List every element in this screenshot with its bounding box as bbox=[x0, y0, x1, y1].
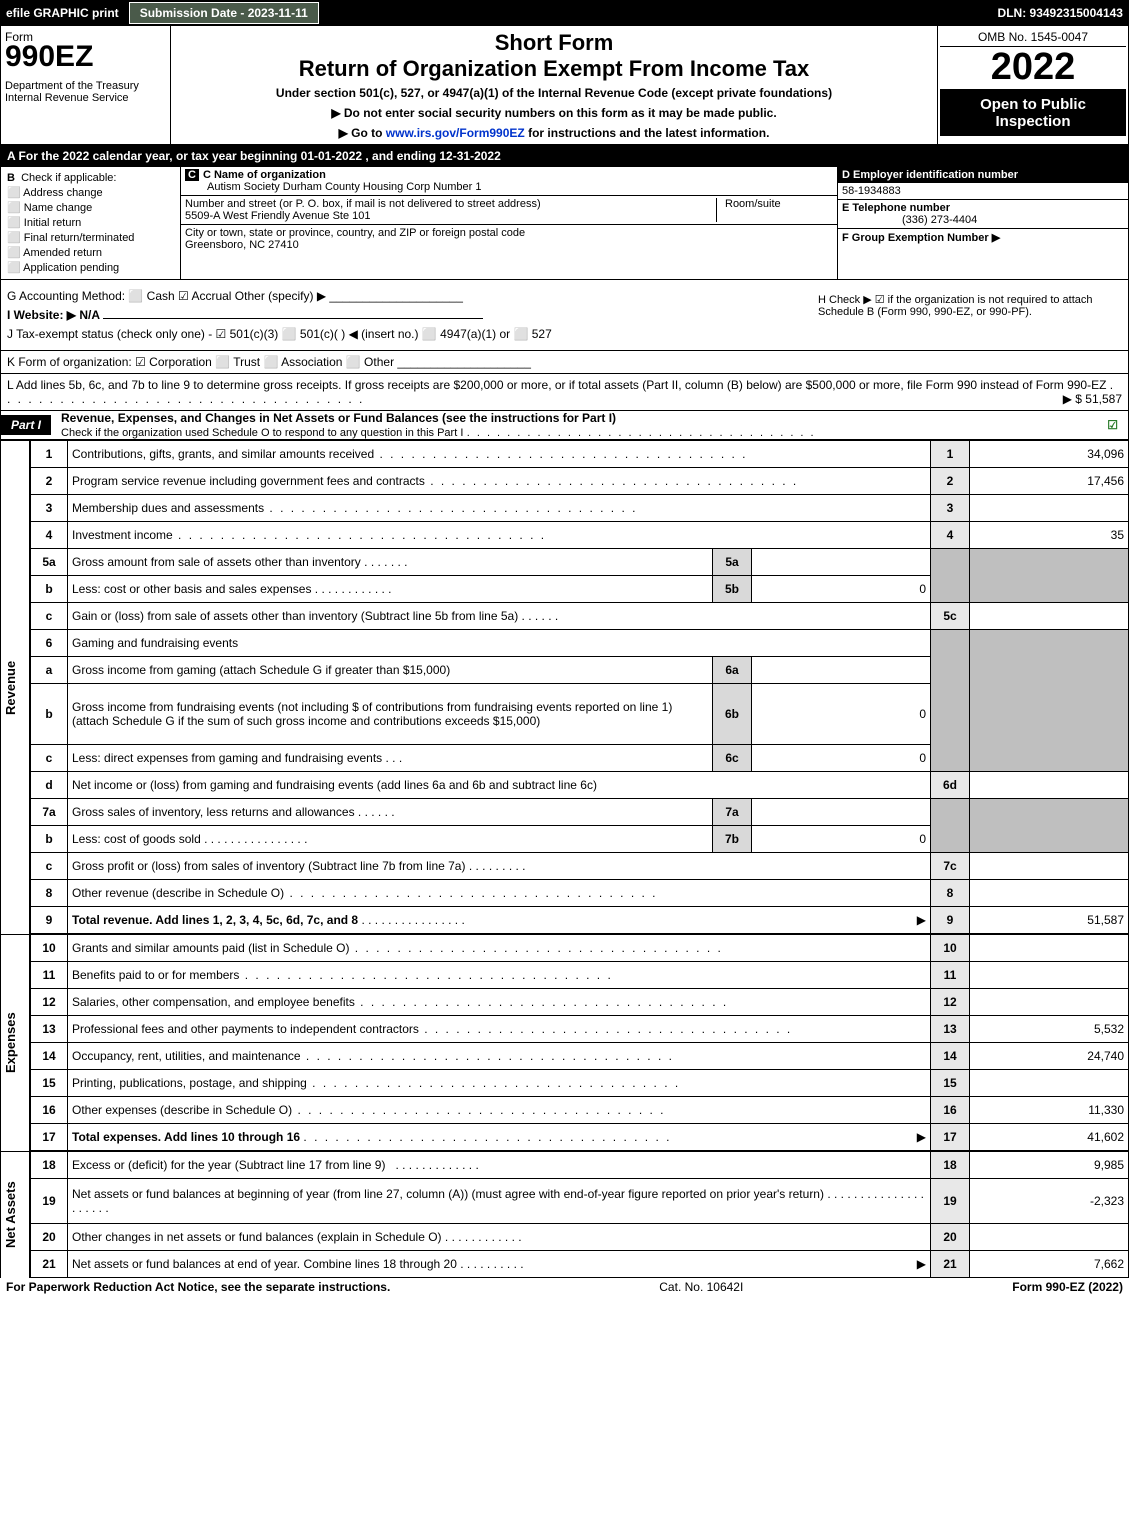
phone-value: (336) 273-4404 bbox=[842, 214, 977, 226]
ein-label: D Employer identification number bbox=[838, 167, 1128, 183]
submission-date: Submission Date - 2023-11-11 bbox=[129, 2, 319, 24]
dept-label: Department of the Treasury Internal Reve… bbox=[5, 80, 166, 104]
header-left: Form 990EZ Department of the Treasury In… bbox=[1, 26, 171, 144]
line-2-val: 17,456 bbox=[970, 468, 1129, 495]
revenue-table: 1Contributions, gifts, grants, and simil… bbox=[30, 440, 1129, 934]
room-suite-label: Room/suite bbox=[716, 198, 833, 222]
line-1-val: 34,096 bbox=[970, 441, 1129, 468]
row-k: K Form of organization: ☑ Corporation ⬜ … bbox=[0, 351, 1129, 374]
line-6b-val: 0 bbox=[752, 684, 931, 745]
short-form-title: Short Form bbox=[175, 30, 933, 56]
org-street: 5509-A West Friendly Avenue Ste 101 bbox=[185, 210, 371, 222]
col-b-checkboxes: B Check if applicable: Address change Na… bbox=[1, 167, 181, 279]
part-i-header: Part I Revenue, Expenses, and Changes in… bbox=[0, 411, 1129, 440]
chk-initial-return[interactable]: Initial return bbox=[7, 216, 174, 229]
row-h: H Check ▶ ☑ if the organization is not r… bbox=[814, 289, 1122, 322]
org-name: Autism Society Durham County Housing Cor… bbox=[185, 181, 482, 193]
line-9-val: 51,587 bbox=[970, 907, 1129, 934]
line-13-val: 5,532 bbox=[970, 1016, 1129, 1043]
top-bar: efile GRAPHIC print Submission Date - 20… bbox=[0, 0, 1129, 26]
omb-number: OMB No. 1545-0047 bbox=[940, 28, 1126, 47]
tax-year: 2022 bbox=[940, 47, 1126, 89]
under-section: Under section 501(c), 527, or 4947(a)(1)… bbox=[175, 86, 933, 100]
goto-line: ▶ Go to www.irs.gov/Form990EZ for instru… bbox=[175, 126, 933, 140]
gross-receipts: ▶ $ 51,587 bbox=[1063, 392, 1122, 406]
open-inspection: Open to Public Inspection bbox=[940, 89, 1126, 136]
line-21-val: 7,662 bbox=[970, 1251, 1129, 1278]
footer-form-ref: Form 990-EZ (2022) bbox=[1012, 1280, 1123, 1294]
efile-label: efile GRAPHIC print bbox=[6, 6, 119, 20]
part-i-check: ☑ bbox=[1107, 418, 1128, 432]
line-14-val: 24,740 bbox=[970, 1043, 1129, 1070]
line-17-val: 41,602 bbox=[970, 1124, 1129, 1151]
expenses-side-label: Expenses bbox=[0, 934, 30, 1151]
chk-amended-return[interactable]: Amended return bbox=[7, 246, 174, 259]
chk-address-change[interactable]: Address change bbox=[7, 186, 174, 199]
header-right: OMB No. 1545-0047 2022 Open to Public In… bbox=[938, 26, 1128, 144]
line-4-val: 35 bbox=[970, 522, 1129, 549]
row-i: I Website: ▶ N/A bbox=[7, 308, 100, 322]
line-3-val bbox=[970, 495, 1129, 522]
footer-left: For Paperwork Reduction Act Notice, see … bbox=[6, 1280, 390, 1294]
net-assets-table: 18Excess or (deficit) for the year (Subt… bbox=[30, 1151, 1129, 1278]
row-a-tax-year: A For the 2022 calendar year, or tax yea… bbox=[0, 145, 1129, 167]
chk-application-pending[interactable]: Application pending bbox=[7, 261, 174, 274]
form-number: 990EZ bbox=[5, 40, 166, 74]
line-7b-val: 0 bbox=[752, 826, 931, 853]
form-header: Form 990EZ Department of the Treasury In… bbox=[0, 26, 1129, 145]
chk-final-return[interactable]: Final return/terminated bbox=[7, 231, 174, 244]
expenses-section: Expenses 10Grants and similar amounts pa… bbox=[0, 934, 1129, 1151]
ssn-warning: ▶ Do not enter social security numbers o… bbox=[175, 106, 933, 120]
main-title: Return of Organization Exempt From Incom… bbox=[175, 56, 933, 82]
section-ghij: H Check ▶ ☑ if the organization is not r… bbox=[0, 280, 1129, 351]
col-c-name-address: CC Name of organization Autism Society D… bbox=[181, 167, 838, 279]
group-exemption-label: F Group Exemption Number ▶ bbox=[842, 232, 1000, 244]
irs-link[interactable]: www.irs.gov/Form990EZ bbox=[386, 126, 525, 140]
net-assets-section: Net Assets 18Excess or (deficit) for the… bbox=[0, 1151, 1129, 1278]
col-def: D Employer identification number 58-1934… bbox=[838, 167, 1128, 279]
line-18-val: 9,985 bbox=[970, 1152, 1129, 1179]
part-i-tag: Part I bbox=[1, 415, 51, 435]
line-6c-val: 0 bbox=[752, 745, 931, 772]
org-city: Greensboro, NC 27410 bbox=[185, 239, 299, 251]
revenue-section: Revenue 1Contributions, gifts, grants, a… bbox=[0, 440, 1129, 934]
line-19-val: -2,323 bbox=[970, 1179, 1129, 1224]
page-footer: For Paperwork Reduction Act Notice, see … bbox=[0, 1278, 1129, 1296]
line-5b-val: 0 bbox=[752, 576, 931, 603]
expenses-table: 10Grants and similar amounts paid (list … bbox=[30, 934, 1129, 1151]
chk-name-change[interactable]: Name change bbox=[7, 201, 174, 214]
org-info-section: B Check if applicable: Address change Na… bbox=[0, 167, 1129, 280]
row-j: J Tax-exempt status (check only one) - ☑… bbox=[7, 327, 1122, 341]
line-16-val: 11,330 bbox=[970, 1097, 1129, 1124]
ein-value: 58-1934883 bbox=[838, 183, 1128, 200]
footer-catalog: Cat. No. 10642I bbox=[659, 1280, 743, 1294]
header-center: Short Form Return of Organization Exempt… bbox=[171, 26, 938, 144]
row-l: L Add lines 5b, 6c, and 7b to line 9 to … bbox=[0, 374, 1129, 411]
revenue-side-label: Revenue bbox=[0, 440, 30, 934]
dln-number: DLN: 93492315004143 bbox=[998, 6, 1123, 20]
net-assets-side-label: Net Assets bbox=[0, 1151, 30, 1278]
